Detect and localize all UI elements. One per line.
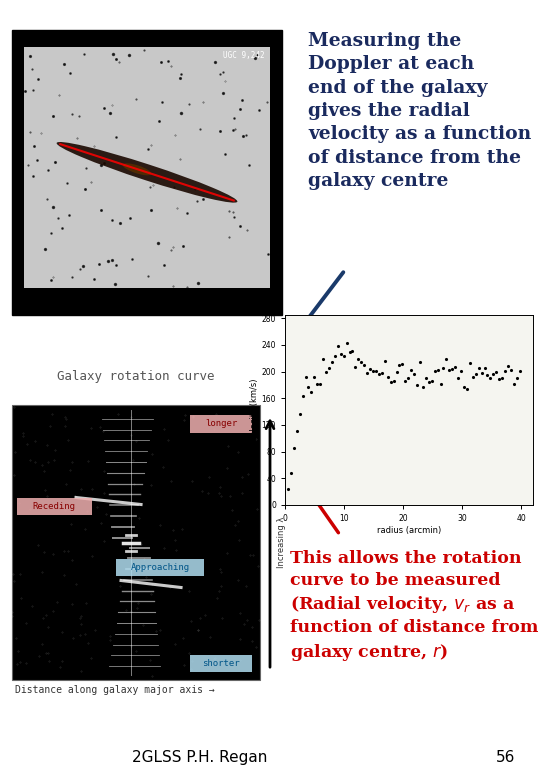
Bar — [190, 415, 252, 433]
Bar — [190, 655, 252, 672]
Text: Approaching: Approaching — [131, 562, 190, 572]
Bar — [12, 405, 260, 680]
Bar — [12, 30, 282, 315]
Text: shorter: shorter — [202, 659, 240, 668]
Ellipse shape — [123, 163, 151, 176]
Bar — [17, 498, 92, 515]
Ellipse shape — [57, 142, 238, 203]
Text: Receding: Receding — [32, 502, 76, 511]
Text: Measuring the
Doppler at each
end of the galaxy
gives the radial
velocity as a f: Measuring the Doppler at each end of the… — [308, 32, 531, 190]
Text: longer: longer — [205, 420, 237, 428]
Bar — [116, 558, 204, 576]
Text: 2GLSS P.H. Regan: 2GLSS P.H. Regan — [132, 750, 268, 765]
X-axis label: radius (arcmin): radius (arcmin) — [377, 526, 441, 535]
Text: Galaxy rotation curve: Galaxy rotation curve — [57, 370, 215, 383]
Text: Distance along galaxy major axis →: Distance along galaxy major axis → — [15, 685, 215, 695]
Text: 56: 56 — [496, 750, 515, 765]
Text: UGC 9,242: UGC 9,242 — [224, 51, 265, 60]
Text: Increasing λ: Increasing λ — [277, 517, 286, 568]
Text: This allows the rotation
curve to be measured
(Radial velocity, $v_r$ as a
funct: This allows the rotation curve to be mea… — [290, 550, 538, 662]
Y-axis label: Velocity (km/s): Velocity (km/s) — [249, 379, 259, 441]
Bar — [24, 47, 270, 288]
